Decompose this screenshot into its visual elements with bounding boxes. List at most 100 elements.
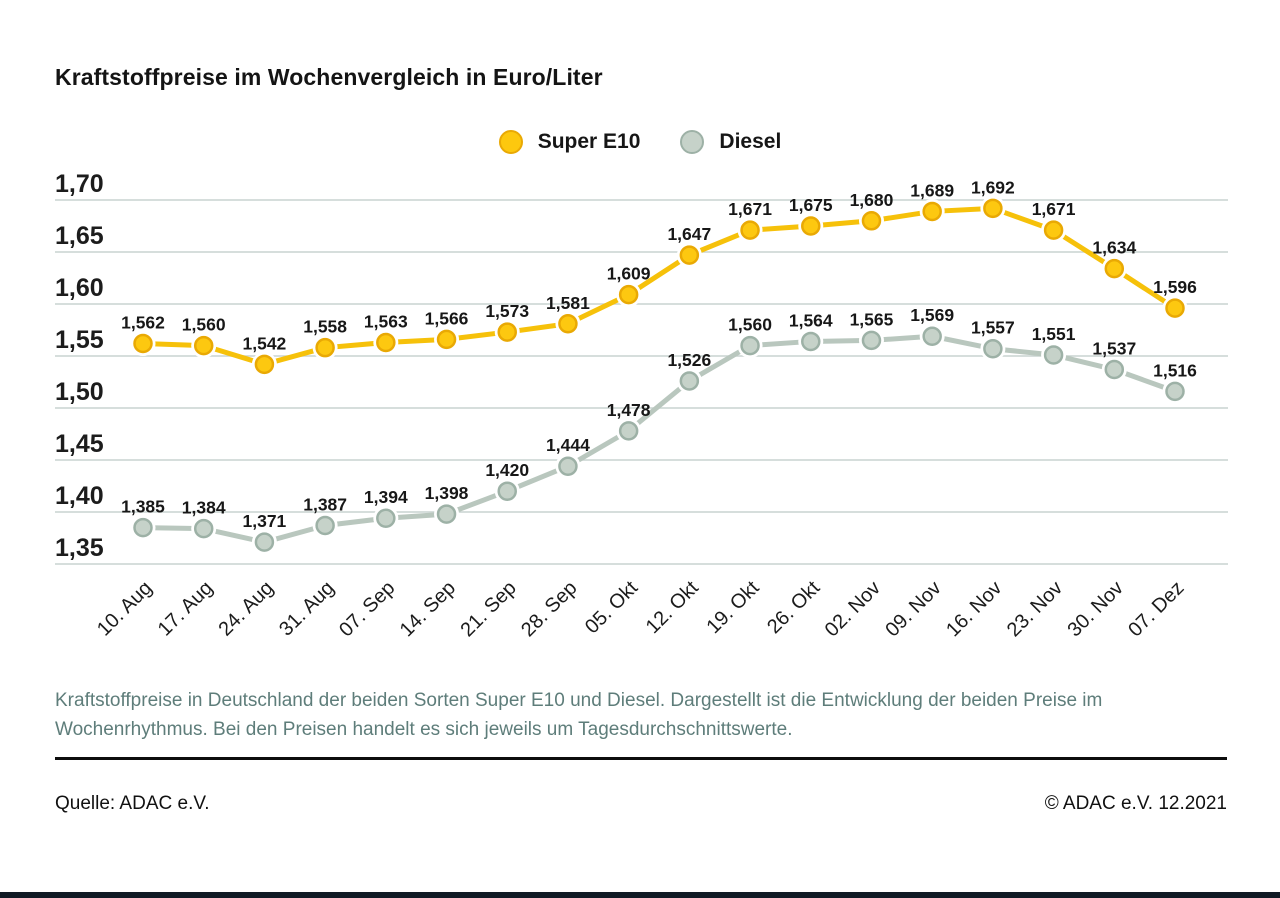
data-point [497,481,517,501]
x-tick-label: 23. Nov [1003,577,1067,641]
data-point [193,518,214,539]
data-label: 1,692 [971,177,1015,197]
y-tick-label: 1,55 [55,326,104,354]
chart-title: Kraftstoffpreise im Wochenvergleich in E… [55,64,603,90]
x-tick-label: 28. Sep [517,577,581,641]
data-point [558,456,578,476]
copyright-label: © ADAC e.V. 12.2021 [1044,793,1227,814]
data-point [497,322,517,342]
x-tick-label: 07. Sep [335,577,399,641]
data-label: 1,563 [364,311,408,331]
data-point [922,326,942,346]
y-tick-label: 1,35 [55,534,104,562]
data-point [618,421,639,441]
data-point [436,504,457,524]
x-tick-label: 07. Dez [1124,577,1188,641]
data-label: 1,560 [182,315,226,335]
data-point [983,338,1003,359]
data-point [254,532,275,552]
data-label: 1,420 [485,460,529,480]
data-point [133,333,153,354]
data-label: 1,551 [1032,324,1076,344]
data-label: 1,387 [303,495,347,515]
data-label: 1,647 [667,224,711,244]
y-tick-label: 1,60 [55,274,104,302]
data-label: 1,634 [1092,238,1136,258]
data-point [1104,258,1125,279]
series-line-super-e10 [140,205,1178,367]
data-point [315,515,335,536]
data-label: 1,609 [607,264,651,284]
data-label: 1,542 [243,333,287,353]
data-label: 1,671 [1032,199,1076,219]
data-label: 1,581 [546,293,590,313]
data-label: 1,478 [607,400,651,420]
data-label: 1,562 [121,313,165,333]
legend-dot-diesel-icon [680,130,705,154]
x-tick-label: 19. Okt [702,577,763,638]
data-label: 1,398 [425,483,469,503]
x-tick-label: 10. Aug [93,577,157,641]
data-point [1165,381,1185,402]
y-tick-label: 1,45 [55,430,104,458]
data-label: 1,671 [728,199,772,219]
data-point [133,517,153,538]
data-label: 1,537 [1092,339,1136,359]
x-tick-label: 05. Okt [581,577,642,638]
y-tick-label: 1,70 [55,170,104,198]
data-point [558,314,578,334]
data-point [1043,220,1064,240]
data-point [801,331,821,352]
data-point [740,220,760,240]
data-point [254,354,275,375]
legend-label-super-e10: Super E10 [537,130,641,153]
data-label: 1,565 [850,309,894,329]
data-point [315,337,335,358]
x-tick-label: 14. Sep [396,577,460,641]
data-point [740,335,760,356]
x-tick-label: 02. Nov [821,577,885,641]
data-label: 1,557 [971,318,1015,338]
data-point [1104,359,1125,380]
data-label: 1,569 [910,305,954,325]
data-point [436,329,457,350]
x-tick-label: 16. Nov [942,577,1006,641]
data-label: 1,384 [182,498,226,518]
data-label: 1,689 [910,180,954,200]
y-tick-label: 1,65 [55,222,104,250]
legend-item-diesel: Diesel [680,130,781,154]
footer-divider [55,757,1227,760]
data-label: 1,394 [364,487,408,507]
bottom-bar [0,892,1280,898]
data-point [376,332,396,353]
data-label: 1,385 [121,497,165,517]
x-tick-label: 30. Nov [1064,577,1128,641]
x-tick-label: 24. Aug [214,577,278,641]
data-point [618,284,639,305]
data-point [376,508,396,528]
data-label: 1,558 [303,317,347,337]
source-label: Quelle: ADAC e.V. [55,793,210,814]
data-point [193,335,214,356]
data-point [922,201,942,222]
legend-label-diesel: Diesel [719,130,782,153]
data-label: 1,444 [546,435,590,455]
data-point [1165,298,1185,318]
data-label: 1,675 [789,195,833,215]
x-tick-label: 26. Okt [763,577,824,638]
data-label: 1,573 [485,301,529,321]
data-label: 1,564 [789,310,833,330]
data-point [861,330,882,351]
data-point [983,198,1003,219]
legend-dot-super-e10-icon [498,130,523,154]
y-tick-label: 1,40 [55,482,104,510]
data-point [1043,345,1064,365]
legend-item-super-e10: Super E10 [498,130,641,154]
data-label: 1,680 [850,190,894,210]
data-point [679,245,700,265]
x-tick-label: 31. Aug [275,577,339,641]
x-tick-label: 12. Okt [642,577,703,638]
chart-caption: Kraftstoffpreise in Deutschland der beid… [55,690,1103,741]
data-label: 1,526 [667,350,711,370]
